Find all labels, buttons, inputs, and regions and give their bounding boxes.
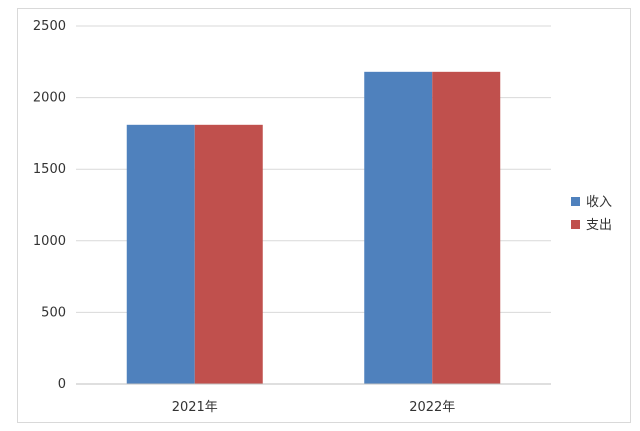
x-tick-label: 2021年 <box>172 400 218 415</box>
bar-income-2 <box>364 71 433 384</box>
y-axis-ticks: 0 500 1000 1500 2000 2500 <box>33 19 66 392</box>
bar-expense-1 <box>194 124 263 385</box>
chart-frame <box>17 8 631 423</box>
x-axis-ticks: 2021年 2022年 <box>172 400 456 415</box>
bar-income-1 <box>126 124 195 385</box>
y-tick-label: 2500 <box>33 19 66 34</box>
legend-swatch <box>571 220 580 229</box>
bars <box>126 71 501 385</box>
legend-swatch <box>571 197 580 206</box>
y-tick-label: 1000 <box>33 234 66 249</box>
bar-expense-2 <box>432 71 501 384</box>
legend-label: 收入 <box>586 195 612 210</box>
legend-label: 支出 <box>586 218 612 233</box>
y-tick-label: 2000 <box>33 91 66 106</box>
y-tick-label: 1500 <box>33 162 66 177</box>
y-tick-label: 0 <box>58 377 66 392</box>
x-tick-label: 2022年 <box>409 400 455 415</box>
y-tick-label: 500 <box>41 305 66 320</box>
